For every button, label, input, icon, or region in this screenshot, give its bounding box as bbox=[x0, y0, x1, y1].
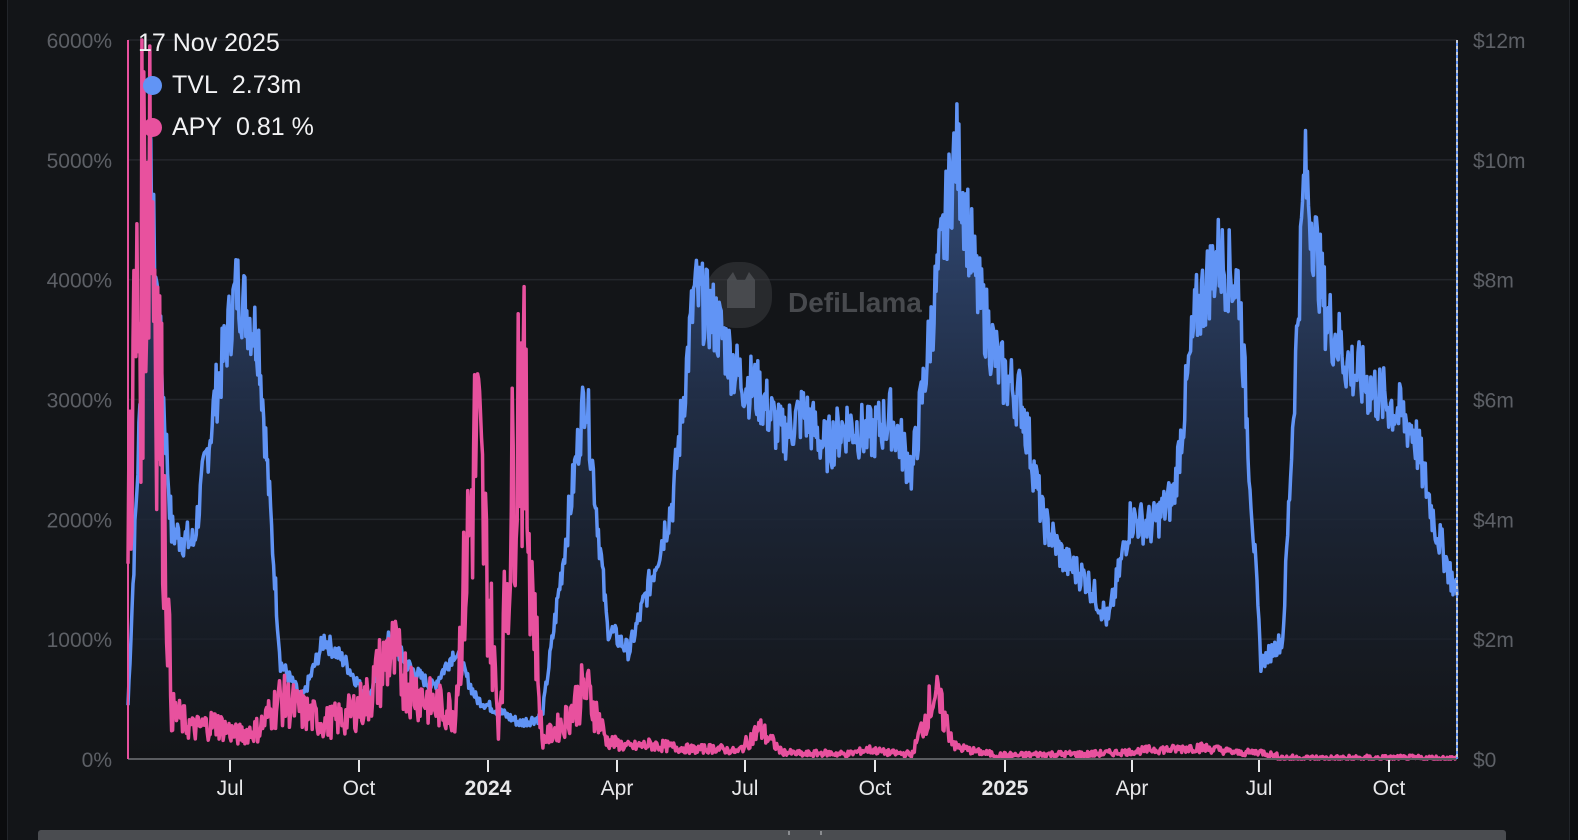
right-frame bbox=[1569, 0, 1578, 840]
scroll-handle[interactable] bbox=[788, 831, 822, 835]
x-tick-label: 2024 bbox=[465, 777, 512, 800]
x-axis: Jul Oct 2024 Apr Jul Oct 2025 Apr Jul Oct bbox=[217, 760, 1406, 800]
right-tick-label: $8m bbox=[1473, 270, 1514, 293]
right-tick-label: $12m bbox=[1473, 30, 1526, 53]
tvl-area bbox=[128, 103, 1457, 759]
x-tick-label: Oct bbox=[343, 777, 376, 800]
defillama-watermark: DefiLlama bbox=[706, 262, 922, 328]
x-tick-label: Oct bbox=[859, 777, 892, 800]
x-tick-label: Jul bbox=[1246, 777, 1273, 800]
left-tick-label: 3000% bbox=[47, 390, 112, 413]
left-tick-label: 2000% bbox=[47, 509, 112, 532]
x-tick-label: Jul bbox=[217, 777, 244, 800]
right-axis: $0 $2m $4m $6m $8m $10m $12m bbox=[1473, 30, 1526, 772]
x-tick-label: Jul bbox=[732, 777, 759, 800]
left-tick-label: 0% bbox=[82, 749, 112, 772]
tvl-line[interactable] bbox=[126, 102, 1459, 728]
left-tick-label: 1000% bbox=[47, 629, 112, 652]
left-frame bbox=[0, 0, 8, 840]
apy-line[interactable] bbox=[126, 38, 1459, 761]
chart-range-scrollbar[interactable] bbox=[38, 830, 1506, 840]
right-tick-label: $2m bbox=[1473, 629, 1514, 652]
llama-logo-icon bbox=[727, 272, 755, 308]
right-tick-label: $4m bbox=[1473, 509, 1514, 532]
right-tick-label: $6m bbox=[1473, 390, 1514, 413]
left-tick-label: 5000% bbox=[47, 150, 112, 173]
left-axis: 0% 1000% 2000% 3000% 4000% 5000% 6000% bbox=[47, 30, 112, 772]
left-tick-label: 4000% bbox=[47, 270, 112, 293]
x-tick-label: 2025 bbox=[982, 777, 1029, 800]
right-tick-label: $10m bbox=[1473, 150, 1526, 173]
watermark-text: DefiLlama bbox=[788, 287, 922, 318]
x-tick-label: Apr bbox=[601, 777, 634, 800]
right-tick-label: $0 bbox=[1473, 749, 1496, 772]
left-tick-label: 6000% bbox=[47, 30, 112, 53]
x-tick-label: Apr bbox=[1116, 777, 1149, 800]
x-tick-label: Oct bbox=[1373, 777, 1406, 800]
